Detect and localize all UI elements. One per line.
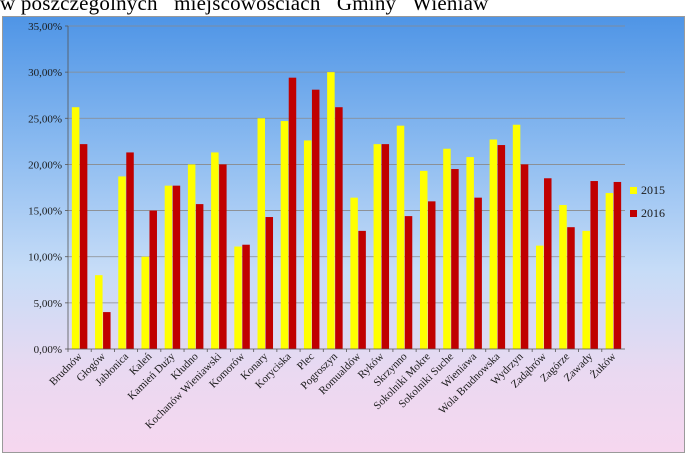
y-tick-label: 25,00%	[28, 113, 62, 125]
bar-2016-3	[149, 210, 157, 349]
bar-2016-6	[219, 164, 227, 349]
bar-2015-18	[489, 139, 498, 349]
bar-2016-5	[195, 204, 204, 349]
bar-2016-23	[613, 181, 622, 349]
bar-2015-14	[396, 125, 405, 349]
legend: 2015 2016	[630, 183, 665, 220]
y-tick-label: 10,00%	[28, 252, 62, 264]
bar-2015-11	[327, 72, 335, 350]
x-tick-label: Brudnów	[47, 351, 84, 388]
bar-2015-13	[373, 144, 382, 349]
bar-2015-0	[71, 107, 80, 349]
y-axis: 0,00% 5,00% 10,00% 15,00% 20,00% 25,00% 30,00%…	[28, 21, 69, 356]
bar-2015-5	[187, 164, 196, 349]
bar-2016-21	[567, 227, 575, 349]
bar-2016-19	[520, 164, 529, 349]
bar-2015-21	[559, 205, 567, 349]
bar-2016-9	[288, 77, 297, 350]
bar-2015-17	[466, 157, 474, 349]
bar-2016-11	[335, 107, 343, 349]
bar-2016-18	[497, 145, 506, 349]
y-tick-label: 30,00%	[28, 67, 62, 79]
bar-2016-8	[265, 217, 274, 349]
bar-2016-17	[474, 197, 482, 349]
bar-2016-10	[311, 89, 320, 350]
bar-2015-4	[164, 185, 173, 349]
header-text: w poszczególnych miejscowościach Gminy W…	[0, 0, 489, 15]
y-tick-label: 20,00%	[28, 159, 62, 171]
gridlines	[68, 25, 625, 304]
y-tick-label: 15,00%	[28, 206, 62, 218]
bar-2016-14	[404, 216, 413, 349]
y-tick-label: 35,00%	[28, 21, 62, 33]
bar-2016-2	[126, 152, 134, 349]
y-tick-label: 0,00%	[34, 344, 62, 356]
bar-2015-7	[234, 246, 242, 349]
bar-2016-1	[103, 312, 111, 349]
bar-2015-22	[582, 230, 590, 349]
legend-label-2016: 2016	[641, 206, 665, 220]
bar-2015-16	[443, 148, 451, 349]
bar-2015-23	[605, 193, 614, 349]
x-tick-label: Żuków	[588, 351, 619, 382]
bar-2016-13	[381, 144, 390, 349]
bar-2015-3	[141, 256, 149, 349]
bar-2016-4	[172, 185, 181, 349]
bar-2015-6	[211, 152, 219, 349]
bars	[71, 72, 622, 350]
bar-2016-0	[79, 144, 88, 349]
bar-2016-12	[358, 230, 366, 349]
bar-2015-1	[95, 275, 103, 349]
legend-swatch-2016	[630, 210, 637, 217]
legend-swatch-2015	[630, 187, 637, 194]
bar-2015-15	[419, 170, 428, 349]
legend-label-2015: 2015	[641, 183, 665, 197]
bar-2016-20	[544, 178, 552, 349]
bar-2016-16	[451, 169, 459, 349]
bar-2016-7	[242, 244, 250, 349]
bar-2016-22	[590, 181, 598, 349]
bar-2015-8	[257, 118, 266, 350]
bar-2015-9	[280, 121, 289, 349]
bar-2015-2	[118, 176, 126, 349]
bar-2016-15	[427, 201, 436, 349]
y-tick-label: 5,00%	[34, 298, 62, 310]
bar-2015-20	[536, 245, 544, 349]
bar-2015-10	[303, 140, 312, 349]
bar-2015-12	[350, 197, 358, 349]
bar-2015-19	[512, 124, 521, 349]
